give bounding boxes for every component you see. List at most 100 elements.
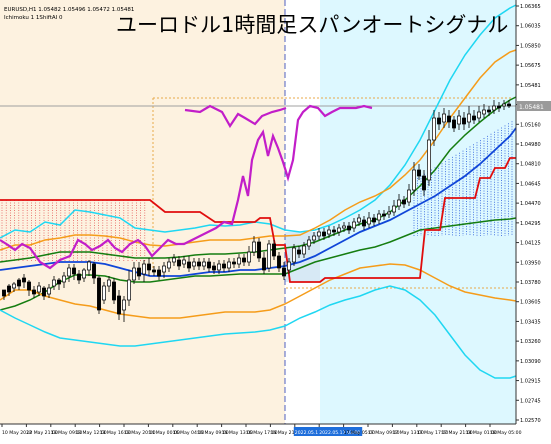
candle-body (242, 257, 246, 263)
candle-body (267, 243, 271, 269)
time-tick-label: 16 May 04:00 (173, 430, 205, 436)
price-tick-label: 1.03260 (520, 339, 541, 345)
price-tick-label: 1.03435 (520, 319, 541, 325)
time-highlight (318, 427, 363, 436)
candle-body (417, 169, 421, 177)
price-tick-label: 1.04295 (520, 221, 541, 227)
candle-body (467, 113, 471, 123)
candle-body (82, 269, 86, 279)
candle-body (212, 265, 216, 271)
bollinger-upper-mid (0, 49, 517, 251)
candle-body (507, 103, 511, 107)
time-tick-label: 13 May 20:00 (124, 430, 156, 436)
candle-body (297, 249, 301, 255)
candle-body (392, 205, 396, 213)
time-tick-label: 14 May 00:00 (148, 430, 180, 436)
candle-body (272, 243, 276, 257)
candle-body (147, 263, 151, 271)
candle-body (422, 175, 426, 191)
price-tick-label: 1.05850 (520, 43, 541, 49)
price-tick-label: 1.05675 (520, 63, 541, 69)
candle-body (202, 261, 206, 267)
time-tick-label: 16 May 09:00 (197, 430, 229, 436)
price-tick-label: 1.03090 (520, 359, 541, 365)
candle-body (22, 277, 26, 283)
candle-body (237, 257, 241, 265)
time-axis-panel (0, 424, 551, 440)
price-tick-label: 1.04470 (520, 201, 541, 207)
candle-body (402, 199, 406, 205)
price-tick-label: 1.06365 (520, 4, 541, 10)
candle-body (362, 219, 366, 227)
price-tick-label: 1.05160 (520, 122, 541, 128)
candle-body (207, 261, 211, 269)
time-tick-label: 16 May 21:00 (270, 430, 302, 436)
bollinger-upper-outer (0, 4, 517, 239)
candle-body (72, 267, 76, 275)
candle-body (107, 279, 111, 287)
candle-body (42, 287, 46, 297)
time-tick-label: 13 May 09:00 (51, 430, 83, 436)
candle-body (227, 261, 231, 269)
candle-body (262, 257, 266, 271)
candle-body (457, 115, 461, 125)
current-price-tag (517, 101, 551, 111)
chikou-span-line-2 (184, 104, 287, 129)
candle-body (142, 263, 146, 275)
time-tick-label: 10 May 21:00 (26, 430, 58, 436)
time-highlight (293, 427, 338, 436)
price-tick-label: 1.02915 (520, 379, 541, 385)
price-tick-label: 1.03780 (520, 280, 541, 286)
symbol-info: EURUSD,H1 1.05482 1.05496 1.05472 1.0548… (4, 7, 134, 13)
candle-body (167, 261, 171, 269)
candle-body (182, 259, 186, 265)
candle-body (57, 279, 61, 285)
candle-body (427, 139, 431, 181)
candle-body (12, 283, 16, 289)
candle-body (87, 261, 91, 271)
candle-body (487, 109, 491, 113)
ichimoku-kijun-line (0, 157, 516, 283)
candle-body (347, 225, 351, 231)
candle-body (327, 229, 331, 235)
candle-body (462, 117, 466, 125)
candle-body (137, 267, 141, 277)
candle-body (32, 289, 36, 295)
candle-body (47, 287, 51, 295)
bollinger-upper-inner (0, 96, 517, 263)
price-tick-label: 1.04645 (520, 181, 541, 187)
candlestick-series[interactable] (2, 100, 511, 322)
candle-body (492, 105, 496, 111)
candle-body (27, 281, 31, 291)
bollinger-lower-mid (0, 263, 517, 319)
bollinger-lower-outer (0, 285, 517, 379)
candle-body (437, 117, 441, 125)
candle-body (352, 221, 356, 229)
candle-body (372, 217, 376, 223)
indicator-info: Ichimoku 1 1ShiftAI 0 (4, 15, 63, 21)
candle-body (292, 247, 296, 263)
chart-title: ユーロドル1時間足スパンオートシグナル (116, 13, 508, 37)
candle-body (92, 263, 96, 279)
time-tick-label: 17 May 05:00 (344, 430, 376, 436)
chikou-span-line (0, 104, 373, 270)
time-tick-label: 16 May 13:00 (222, 430, 254, 436)
candle-body (197, 261, 201, 267)
candle-body (192, 261, 196, 267)
price-tick-label: 1.02570 (520, 418, 541, 424)
candle-body (317, 231, 321, 237)
time-tick-label: 13 May 16:00 (100, 430, 132, 436)
price-tick-label: 1.04125 (520, 241, 541, 247)
candle-body (312, 235, 316, 241)
candle-body (407, 189, 411, 203)
price-tick-label: 1.05481 (520, 83, 541, 89)
candle-body (132, 267, 136, 281)
price-tick-label: 1.06035 (520, 24, 541, 30)
candle-body (2, 289, 6, 297)
time-tick-label: 17 May 09:00 (368, 430, 400, 436)
candle-body (247, 251, 251, 263)
candle-body (482, 109, 486, 115)
candle-body (387, 211, 391, 215)
